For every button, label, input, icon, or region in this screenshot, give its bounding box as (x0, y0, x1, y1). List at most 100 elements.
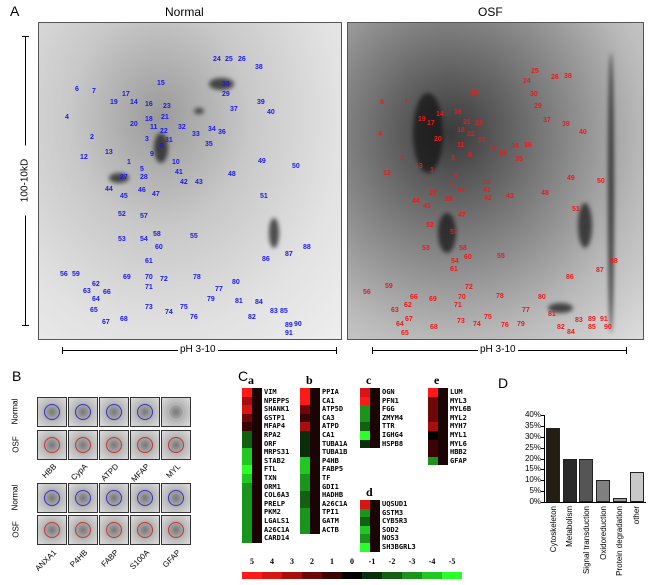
normal-spot-label: 41 (175, 169, 183, 176)
spot-zoom-image (37, 397, 67, 427)
osf-spot-label: 14 (436, 111, 444, 118)
color-scale-cell (422, 572, 442, 579)
normal-spot-label: 15 (157, 80, 165, 87)
protein-spot-blob (413, 93, 443, 173)
heatmap-cell (242, 482, 252, 492)
heatmap-gene-label: CA1 (322, 431, 335, 439)
heatmap-cell (242, 388, 252, 397)
normal-spot-label: 70 (145, 274, 153, 281)
osf-spot-label: 52 (426, 222, 434, 229)
normal-spot-label: 22 (160, 128, 168, 135)
normal-spot-label: 82 (248, 314, 256, 321)
spot-circle-marker (75, 522, 91, 538)
osf-spot-label: 36 (524, 142, 532, 149)
spot-circle-marker (75, 437, 91, 453)
heatmap-cell (242, 465, 252, 474)
heatmap-cell (242, 413, 252, 423)
osf-spot-label: 66 (410, 294, 418, 301)
osf-gel-title: OSF (478, 5, 503, 19)
spot-circle-marker (168, 522, 184, 538)
osf-spot-label: 33 (499, 150, 507, 157)
osf-spot-label: 70 (458, 294, 466, 301)
heatmap-cell (360, 439, 370, 449)
heatmap-cell (360, 543, 370, 552)
color-scale-cell (382, 572, 402, 579)
osf-spot-label: 69 (429, 296, 437, 303)
heatmap-cell (428, 439, 438, 449)
osf-spot-label: 84 (567, 329, 575, 336)
y-tick (541, 469, 544, 471)
normal-spot-label: 17 (122, 91, 130, 98)
osf-spot-label: 8 (468, 152, 472, 159)
normal-spot-label: 84 (255, 299, 263, 306)
normal-spot-label: 33 (192, 131, 200, 138)
heatmap-reference-cell (370, 422, 380, 431)
normal-spot-label: 28 (140, 174, 148, 181)
heatmap-cell (300, 508, 310, 517)
heatmap-reference-cell (310, 482, 320, 492)
heatmap-gene-label: CARD14 (264, 534, 290, 543)
spot-zoom-image (99, 430, 129, 460)
heatmap-reference-cell (252, 491, 262, 500)
normal-spot-label: 87 (285, 251, 293, 258)
osf-spot-label: 32 (489, 145, 497, 152)
spot-circle-marker (44, 522, 60, 538)
osf-spot-label: 53 (422, 245, 430, 252)
heatmap-gene-label: TF (322, 474, 331, 482)
heatmap-cell (360, 517, 370, 526)
normal-spot-label: 80 (232, 279, 240, 286)
heatmap-cell (300, 491, 310, 500)
normal-spot-label: 79 (207, 296, 215, 303)
normal-spot-label: 78 (193, 274, 201, 281)
spot-circle-marker (168, 404, 184, 420)
heatmap-reference-cell (370, 500, 380, 509)
heatmap-reference-cell (252, 396, 262, 406)
heatmap-cell (300, 456, 310, 466)
osf-spot-label: 10 (483, 179, 491, 186)
osf-spot-label: 76 (501, 322, 509, 329)
spot-zoom-image (161, 397, 191, 427)
osf-spot-label: 5 (449, 181, 453, 188)
heatmap-reference-cell (310, 388, 320, 397)
osf-spot-label: 82 (557, 324, 565, 331)
protein-spot-blob (194, 108, 204, 114)
heatmap-gene-label: RPA2 (264, 431, 281, 439)
mw-axis-cap-top (22, 36, 29, 37)
normal-spot-label: 90 (294, 321, 302, 328)
heatmap-gene-label: SHANK1 (264, 405, 290, 414)
osf-spot-label: 18 (457, 127, 465, 134)
heatmap-gene-label: CA3 (322, 413, 335, 422)
heatmap-reference-cell (252, 448, 262, 457)
osf-spot-label: 56 (363, 289, 371, 296)
normal-spot-label: 3 (145, 136, 149, 143)
normal-spot-label: 44 (105, 186, 113, 193)
heatmap-reference-cell (310, 413, 320, 423)
heatmap-gene-label: MYL2 (450, 413, 467, 422)
normal-spot-label: 77 (215, 286, 223, 293)
spot-zoom-image (161, 483, 191, 513)
heatmap-cell (242, 499, 252, 509)
normal-spot-label: 43 (195, 179, 203, 186)
osf-spot-label: 54 (451, 258, 459, 265)
heatmap-gene-label: NPEPPS (264, 396, 290, 405)
heatmap-reference-cell (370, 413, 380, 423)
panel-c-letter: C (238, 368, 249, 384)
osf-spot-label: 59 (385, 283, 393, 290)
y-tick (541, 425, 544, 427)
normal-gel-title: Normal (165, 5, 204, 19)
x-tick-label: Protein degradation (615, 506, 625, 576)
spot-circle-marker (75, 490, 91, 506)
y-tick (541, 447, 544, 449)
panel-b-letter: B (12, 368, 22, 384)
heatmap-gene-label: A26C1A (264, 525, 290, 534)
color-scale-cell (342, 572, 362, 579)
normal-spot-label: 81 (235, 298, 243, 305)
heatmap-cell (360, 413, 370, 423)
normal-spot-label: 46 (138, 187, 146, 194)
bar (629, 471, 644, 502)
protein-spot-blob (578, 203, 592, 248)
bar (579, 458, 594, 502)
protein-spot-blob (269, 218, 279, 248)
osf-spot-label: 31 (478, 137, 486, 144)
heatmap-cell (360, 500, 370, 509)
